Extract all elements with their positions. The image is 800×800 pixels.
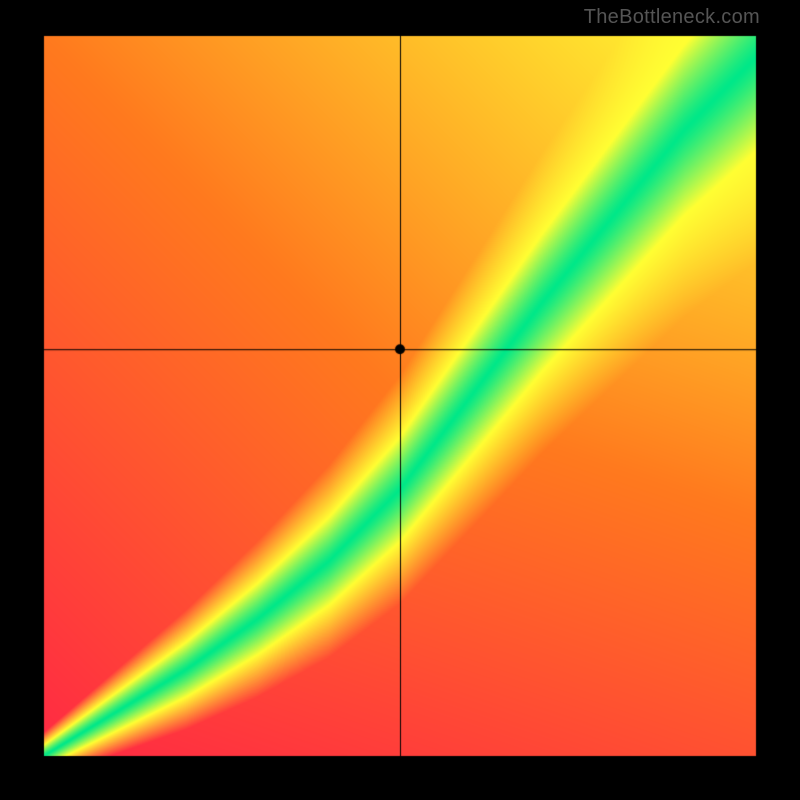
heatmap-canvas <box>0 0 800 800</box>
chart-container: TheBottleneck.com <box>0 0 800 800</box>
watermark-text: TheBottleneck.com <box>584 6 760 29</box>
